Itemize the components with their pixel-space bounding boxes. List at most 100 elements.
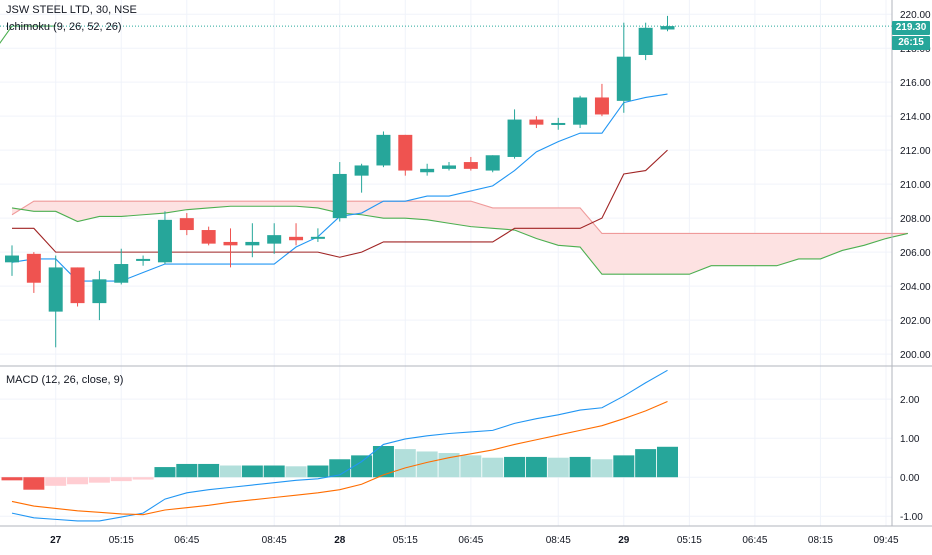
candles[interactable] [0, 15, 892, 348]
candle-body [114, 264, 129, 283]
y-axis-ticks: 200.00 202.00 204.00 206.00 208.00 210.00 212.… [900, 10, 931, 523]
x-axis-ticks: 27 05:15 06:45 08:45 28 05:15 06:45 08:45 29 05:1… [50, 535, 899, 546]
macd-hist-bar [110, 477, 132, 482]
axes [0, 0, 932, 527]
macd-hist-bar [1, 477, 23, 481]
candle-body [594, 97, 609, 115]
macd-hist-bar [307, 465, 329, 478]
candle-body [92, 279, 107, 304]
y-tick-label: 202.00 [900, 316, 931, 327]
y-tick-label: 210.00 [900, 180, 931, 191]
x-tick-label: 28 [334, 535, 346, 546]
x-tick-label: 08:45 [546, 535, 571, 546]
candle-body [157, 219, 172, 263]
y-tick-label: 200.00 [900, 350, 931, 361]
candle-body [529, 119, 544, 125]
y-tick-label: 212.00 [900, 146, 931, 157]
macd-hist-bar [591, 459, 613, 478]
candle-body [267, 235, 282, 244]
macd-hist-bar [285, 466, 307, 478]
x-tick-label: 29 [618, 535, 630, 546]
macd-hist-bar [394, 449, 416, 478]
y-tick-label: 2.00 [900, 395, 920, 406]
y-tick-label: 208.00 [900, 214, 931, 225]
macd-hist-bar [263, 465, 285, 478]
candle-body [616, 56, 631, 101]
macd-hist-bar [154, 467, 176, 478]
macd-hist-bar [482, 457, 504, 478]
candle-body [48, 267, 63, 312]
macd-hist-bar [635, 449, 657, 478]
candle-body [136, 258, 151, 261]
y-tick-label: 216.00 [900, 78, 931, 89]
y-tick-label: 1.00 [900, 434, 920, 445]
macd-hist-bar [88, 477, 110, 483]
x-tick-label: 09:45 [873, 535, 898, 546]
candle-body [354, 165, 369, 176]
candle-body [551, 122, 566, 125]
macd-hist-bar [198, 463, 220, 478]
ichimoku-legend[interactable]: Ichimoku (9, 26, 52, 26) [6, 21, 122, 33]
candle-body [376, 134, 391, 166]
macd-hist-bar [23, 477, 45, 490]
candle-body [70, 267, 85, 304]
cloud-fill [12, 201, 908, 275]
macd-hist-bar [351, 455, 373, 478]
candle-body [442, 165, 456, 169]
candle-body [332, 173, 347, 219]
candle-body [26, 253, 41, 283]
macd-hist-bar [220, 465, 241, 478]
x-tick-label: 05:15 [109, 535, 134, 546]
y-tick-label: -1.00 [900, 512, 923, 523]
candle-body [463, 162, 478, 169]
candle-body [179, 218, 194, 231]
y-tick-label: 206.00 [900, 248, 931, 259]
macd-hist-bar [460, 455, 482, 478]
macd-hist-bar [547, 457, 569, 478]
candle-body [398, 134, 413, 171]
x-tick-label: 08:15 [808, 535, 833, 546]
macd-hist-bar [657, 446, 678, 478]
candle-body [289, 236, 304, 241]
macd-lines [11, 369, 668, 522]
candle-body [507, 119, 522, 157]
macd-hist-bar [525, 456, 547, 478]
macd-hist-bar [176, 463, 198, 478]
candle-body [660, 26, 675, 30]
y-tick-label: 0.00 [900, 473, 920, 484]
candle-body [310, 236, 325, 239]
candle-body [420, 168, 435, 173]
candle-body [638, 27, 653, 55]
x-tick-label: 08:45 [262, 535, 287, 546]
x-tick-label: 06:45 [174, 535, 199, 546]
lagging-span-line [0, 25, 56, 44]
macd-histogram [1, 446, 678, 490]
countdown-badge: 26:15 [892, 36, 930, 50]
macd-hist-bar [372, 446, 394, 478]
x-tick-label: 06:45 [742, 535, 767, 546]
macd-legend[interactable]: MACD (12, 26, close, 9) [6, 374, 124, 386]
leading-span-b-line [11, 200, 908, 234]
x-tick-label: 05:15 [677, 535, 702, 546]
candle-body [245, 241, 260, 246]
macd-hist-bar [67, 477, 89, 485]
x-tick-label: 27 [50, 535, 62, 546]
macd-hist-bar [241, 465, 263, 478]
y-tick-label: 220.00 [900, 10, 931, 21]
candle-body [201, 230, 216, 244]
y-tick-label: 214.00 [900, 112, 931, 123]
macd-hist-bar [45, 477, 67, 486]
candle-body [485, 155, 500, 171]
candle-body [223, 241, 238, 246]
macd-hist-bar [504, 456, 526, 478]
macd-hist-bar [613, 455, 635, 478]
macd-hist-bar [132, 477, 154, 480]
macd-line [11, 369, 668, 522]
symbol-title[interactable]: JSW STEEL LTD, 30, NSE [6, 4, 137, 16]
y-tick-label: 204.00 [900, 282, 931, 293]
macd-hist-bar [329, 459, 351, 478]
signal-line [11, 401, 668, 516]
macd-hist-bar [569, 456, 591, 478]
